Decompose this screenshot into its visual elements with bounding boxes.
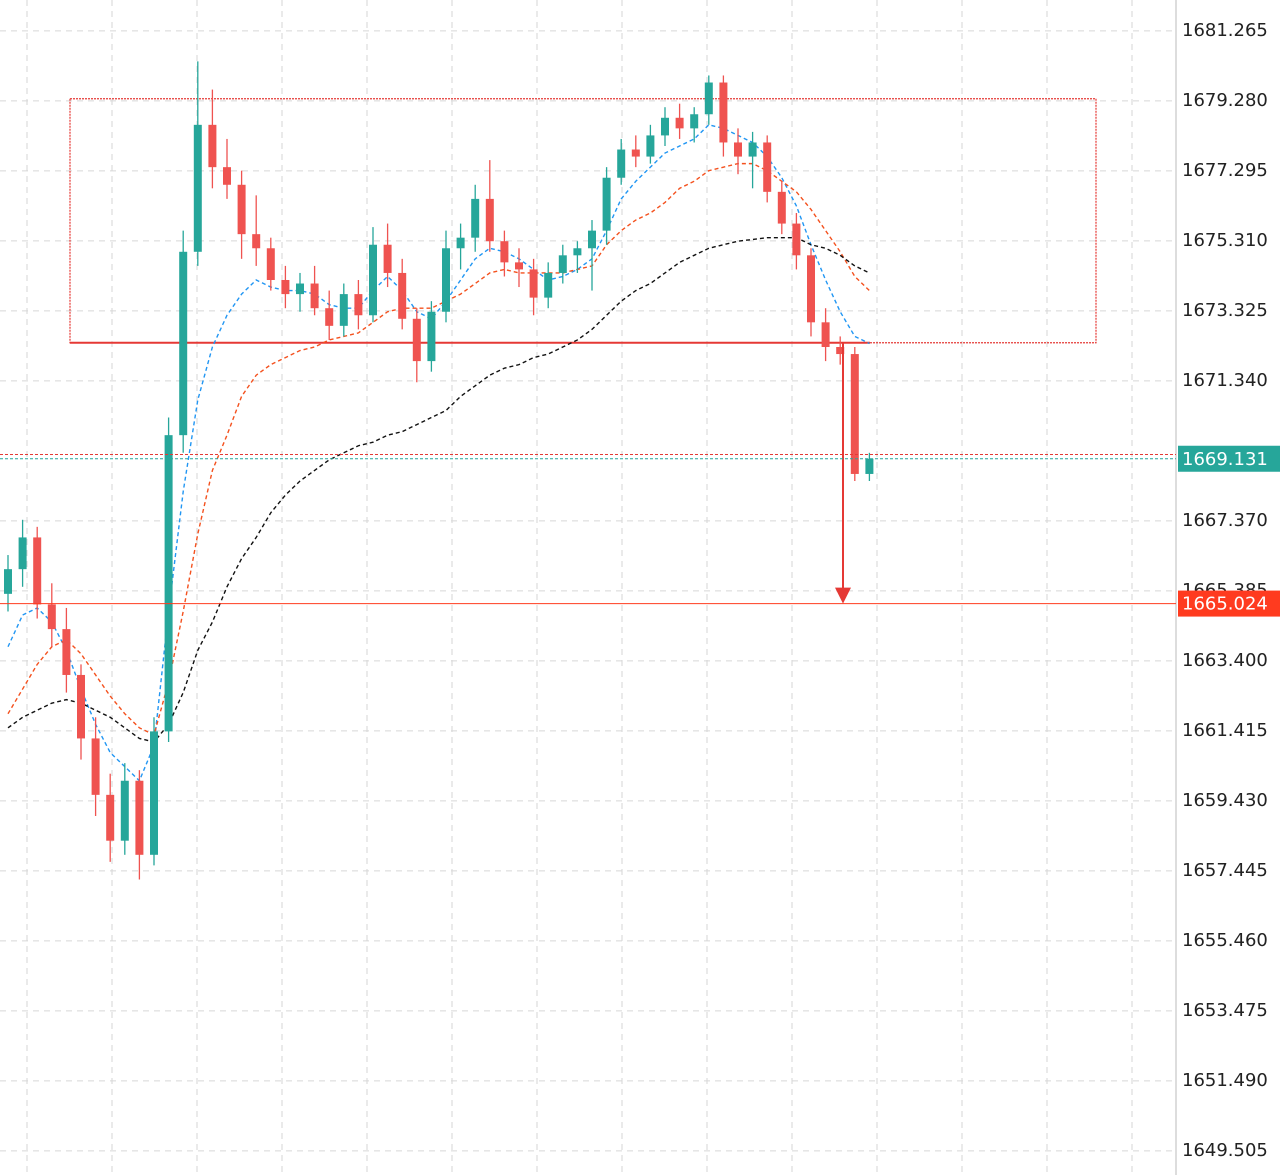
y-tick-label: 1681.265 <box>1182 20 1268 41</box>
candle-body <box>106 794 115 841</box>
y-tick-label: 1675.310 <box>1182 230 1268 251</box>
candle-body <box>325 308 334 326</box>
candle-body <box>704 82 713 115</box>
candle-body <box>529 269 538 298</box>
candle-body <box>193 124 202 252</box>
candle-body <box>296 283 304 295</box>
moving-average <box>7 236 870 743</box>
candle-body <box>412 318 421 362</box>
candle-body <box>266 248 275 280</box>
arrow-head <box>835 587 851 604</box>
candle-body <box>427 311 436 362</box>
candle-body <box>734 142 742 157</box>
candle-body <box>369 244 377 316</box>
candle-body <box>62 629 71 675</box>
price-tag <box>1178 445 1280 472</box>
candle-body <box>631 149 640 157</box>
candle-body <box>544 272 553 298</box>
candle-body <box>602 177 611 231</box>
candle-body <box>237 184 246 235</box>
candle-body <box>836 346 845 355</box>
candle-body <box>164 435 173 732</box>
candle-body <box>91 738 100 795</box>
candle-body <box>661 117 669 136</box>
price-tag-label: 1665.024 <box>1182 594 1268 615</box>
y-tick-label: 1649.505 <box>1182 1140 1268 1161</box>
candle-body <box>865 458 874 474</box>
candle-body <box>339 294 348 326</box>
candle-body <box>77 674 85 739</box>
y-tick-label: 1657.445 <box>1182 860 1268 881</box>
candle-body <box>398 272 407 319</box>
candle-body <box>135 780 144 855</box>
candle-body <box>792 223 801 256</box>
candle-body <box>252 234 261 249</box>
candle-body <box>471 198 480 238</box>
moving-average <box>7 162 870 736</box>
candle-body <box>777 191 786 224</box>
y-tick-label: 1653.475 <box>1182 1000 1268 1021</box>
candle-body <box>500 241 509 263</box>
candle-body <box>208 124 217 168</box>
candle-body <box>690 114 699 129</box>
price-tag-label: 1669.131 <box>1182 449 1268 470</box>
candle-body <box>646 135 655 157</box>
candle-body <box>4 569 12 594</box>
candle-body <box>47 604 56 630</box>
y-tick-label: 1655.460 <box>1182 930 1268 951</box>
moving-average <box>7 124 870 782</box>
candle-body <box>179 251 188 436</box>
candle-body <box>588 230 596 249</box>
candle-body <box>120 780 129 841</box>
y-tick-label: 1651.490 <box>1182 1070 1268 1091</box>
candle-body <box>442 248 450 312</box>
y-tick-label: 1661.415 <box>1182 720 1268 741</box>
candle-body <box>383 244 392 273</box>
y-tick-label: 1677.295 <box>1182 160 1268 181</box>
candle-body <box>558 255 567 273</box>
candle-body <box>456 237 465 249</box>
candle-body <box>617 149 626 178</box>
candle-body <box>807 255 815 323</box>
candle-body <box>281 279 290 295</box>
candle-body <box>310 283 319 309</box>
candle-body <box>719 82 728 143</box>
candle-body <box>763 142 772 192</box>
zone-box <box>69 98 1097 344</box>
candle-body <box>675 117 684 129</box>
y-tick-label: 1659.430 <box>1182 790 1268 811</box>
candle-body <box>18 537 27 570</box>
candle-body <box>33 537 42 605</box>
candle-body <box>821 322 830 347</box>
price-tag <box>1178 590 1280 617</box>
y-tick-label: 1667.370 <box>1182 510 1268 531</box>
y-tick-label: 1671.340 <box>1182 370 1268 391</box>
y-tick-label: 1663.400 <box>1182 650 1268 671</box>
candle-body <box>223 167 231 185</box>
candle-body <box>850 354 859 474</box>
candle-body <box>515 262 523 270</box>
candle-body <box>354 294 363 316</box>
candle-body <box>485 198 494 242</box>
y-tick-label: 1673.325 <box>1182 300 1268 321</box>
candle-body <box>748 142 757 157</box>
y-tick-label: 1679.280 <box>1182 90 1268 111</box>
candle-body <box>573 248 582 256</box>
candle-body <box>150 731 158 855</box>
